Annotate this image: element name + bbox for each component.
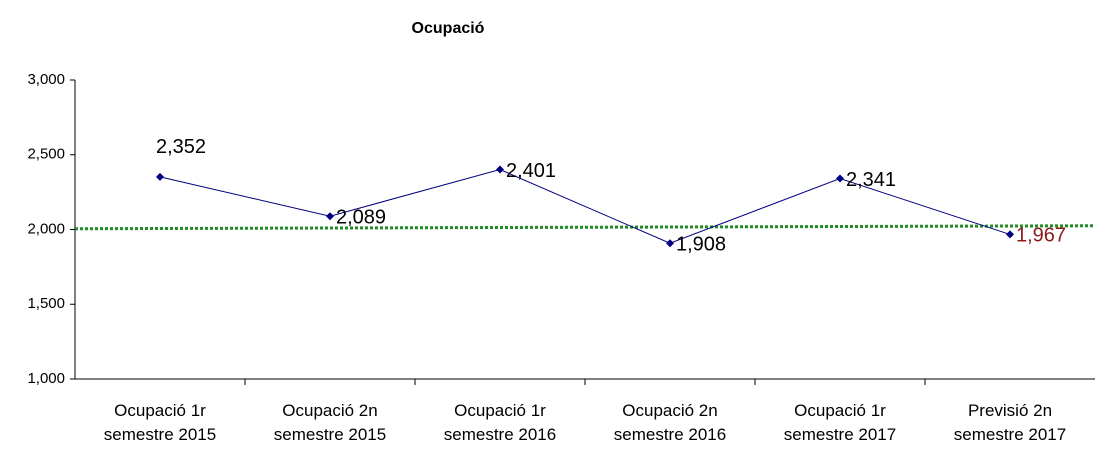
y-tick-label: 3,000 (27, 71, 65, 88)
x-tick-label: Ocupació 2n semestre 2015 (273, 401, 387, 444)
series-line (159, 169, 1011, 244)
data-label: 2,089 (336, 206, 386, 228)
marker (326, 212, 334, 221)
data-label: 1,967 (1016, 225, 1066, 247)
data-label: 2,401 (506, 160, 556, 182)
marker (1006, 230, 1014, 239)
x-tick-label: Ocupació 2n semestre 2016 (613, 401, 727, 444)
marker (836, 174, 844, 183)
x-tick-label: Ocupació 1r semestre 2016 (443, 401, 557, 444)
chart-title: Ocupació (412, 20, 485, 37)
marker (666, 239, 674, 248)
y-tick-label: 1,500 (27, 295, 65, 312)
x-tick-label: Ocupació 1r semestre 2017 (783, 401, 897, 444)
marker (156, 172, 164, 181)
marker (496, 165, 504, 174)
x-tick-label: Previsió 2n semestre 2017 (953, 401, 1067, 444)
data-label: 2,352 (156, 136, 206, 158)
y-tick-label: 2,500 (27, 146, 65, 163)
x-tick-label: Ocupació 1r semestre 2015 (103, 401, 217, 444)
y-tick-label: 1,000 (27, 370, 65, 387)
data-label: 2,341 (846, 169, 896, 191)
y-tick-label: 2,000 (27, 220, 65, 237)
trendline (74, 224, 1096, 231)
data-label: 1,908 (676, 234, 726, 256)
